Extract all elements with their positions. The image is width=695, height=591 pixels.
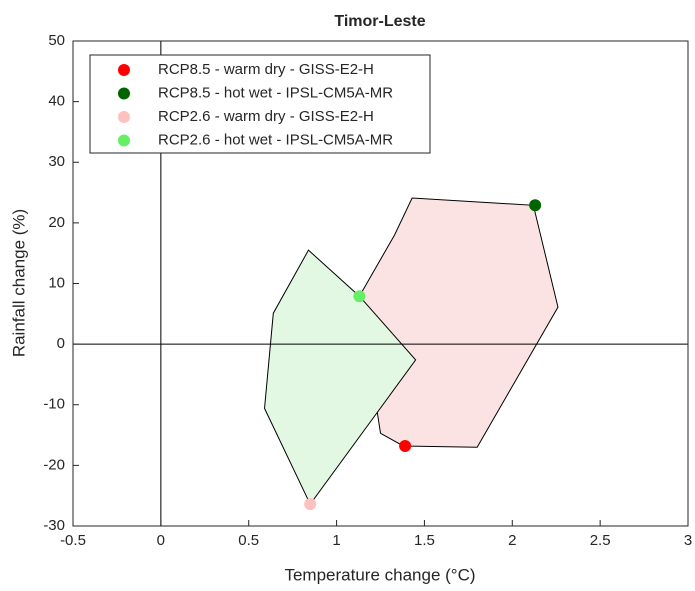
point bbox=[353, 290, 366, 303]
y-tick-label: 50 bbox=[48, 32, 65, 49]
y-tick-label: 10 bbox=[48, 274, 65, 291]
y-tick-label: 30 bbox=[48, 153, 65, 170]
chart-title: Timor-Leste bbox=[334, 13, 425, 30]
y-tick-label: -10 bbox=[43, 396, 65, 413]
x-tick-label: 1.5 bbox=[414, 532, 435, 549]
x-tick-label: 3 bbox=[684, 532, 692, 549]
legend-label: RCP2.6 - warm dry - GISS-E2-H bbox=[158, 108, 374, 125]
legend-label: RCP8.5 - hot wet - IPSL-CM5A-MR bbox=[158, 84, 393, 101]
y-tick-label: -30 bbox=[43, 517, 65, 534]
x-tick-label: 0.5 bbox=[238, 532, 259, 549]
y-tick-label: 40 bbox=[48, 93, 65, 110]
legend-marker bbox=[118, 111, 130, 123]
legend-box bbox=[89, 54, 431, 154]
x-tick-label: 2 bbox=[508, 532, 516, 549]
point bbox=[399, 439, 412, 452]
legend-marker bbox=[118, 87, 130, 100]
y-tick-label: -20 bbox=[43, 456, 65, 473]
x-tick-label: 2.5 bbox=[590, 532, 611, 549]
legend-marker bbox=[118, 134, 130, 147]
x-tick-label: 0 bbox=[157, 532, 165, 549]
point bbox=[304, 498, 317, 511]
x-axis-label: Temperature change (°C) bbox=[284, 565, 475, 584]
legend-label: RCP8.5 - warm dry - GISS-E2-H bbox=[158, 61, 374, 78]
legend-marker bbox=[118, 64, 130, 76]
x-tick-label: -0.5 bbox=[60, 532, 86, 549]
point bbox=[529, 199, 542, 212]
x-tick-label: 1 bbox=[332, 532, 340, 549]
y-axis-label: Rainfall change (%) bbox=[9, 209, 28, 357]
y-tick-label: 0 bbox=[57, 335, 65, 352]
range-area bbox=[358, 197, 559, 448]
legend-label: RCP2.6 - hot wet - IPSL-CM5A-MR bbox=[158, 131, 393, 148]
y-tick-label: 20 bbox=[48, 214, 65, 231]
